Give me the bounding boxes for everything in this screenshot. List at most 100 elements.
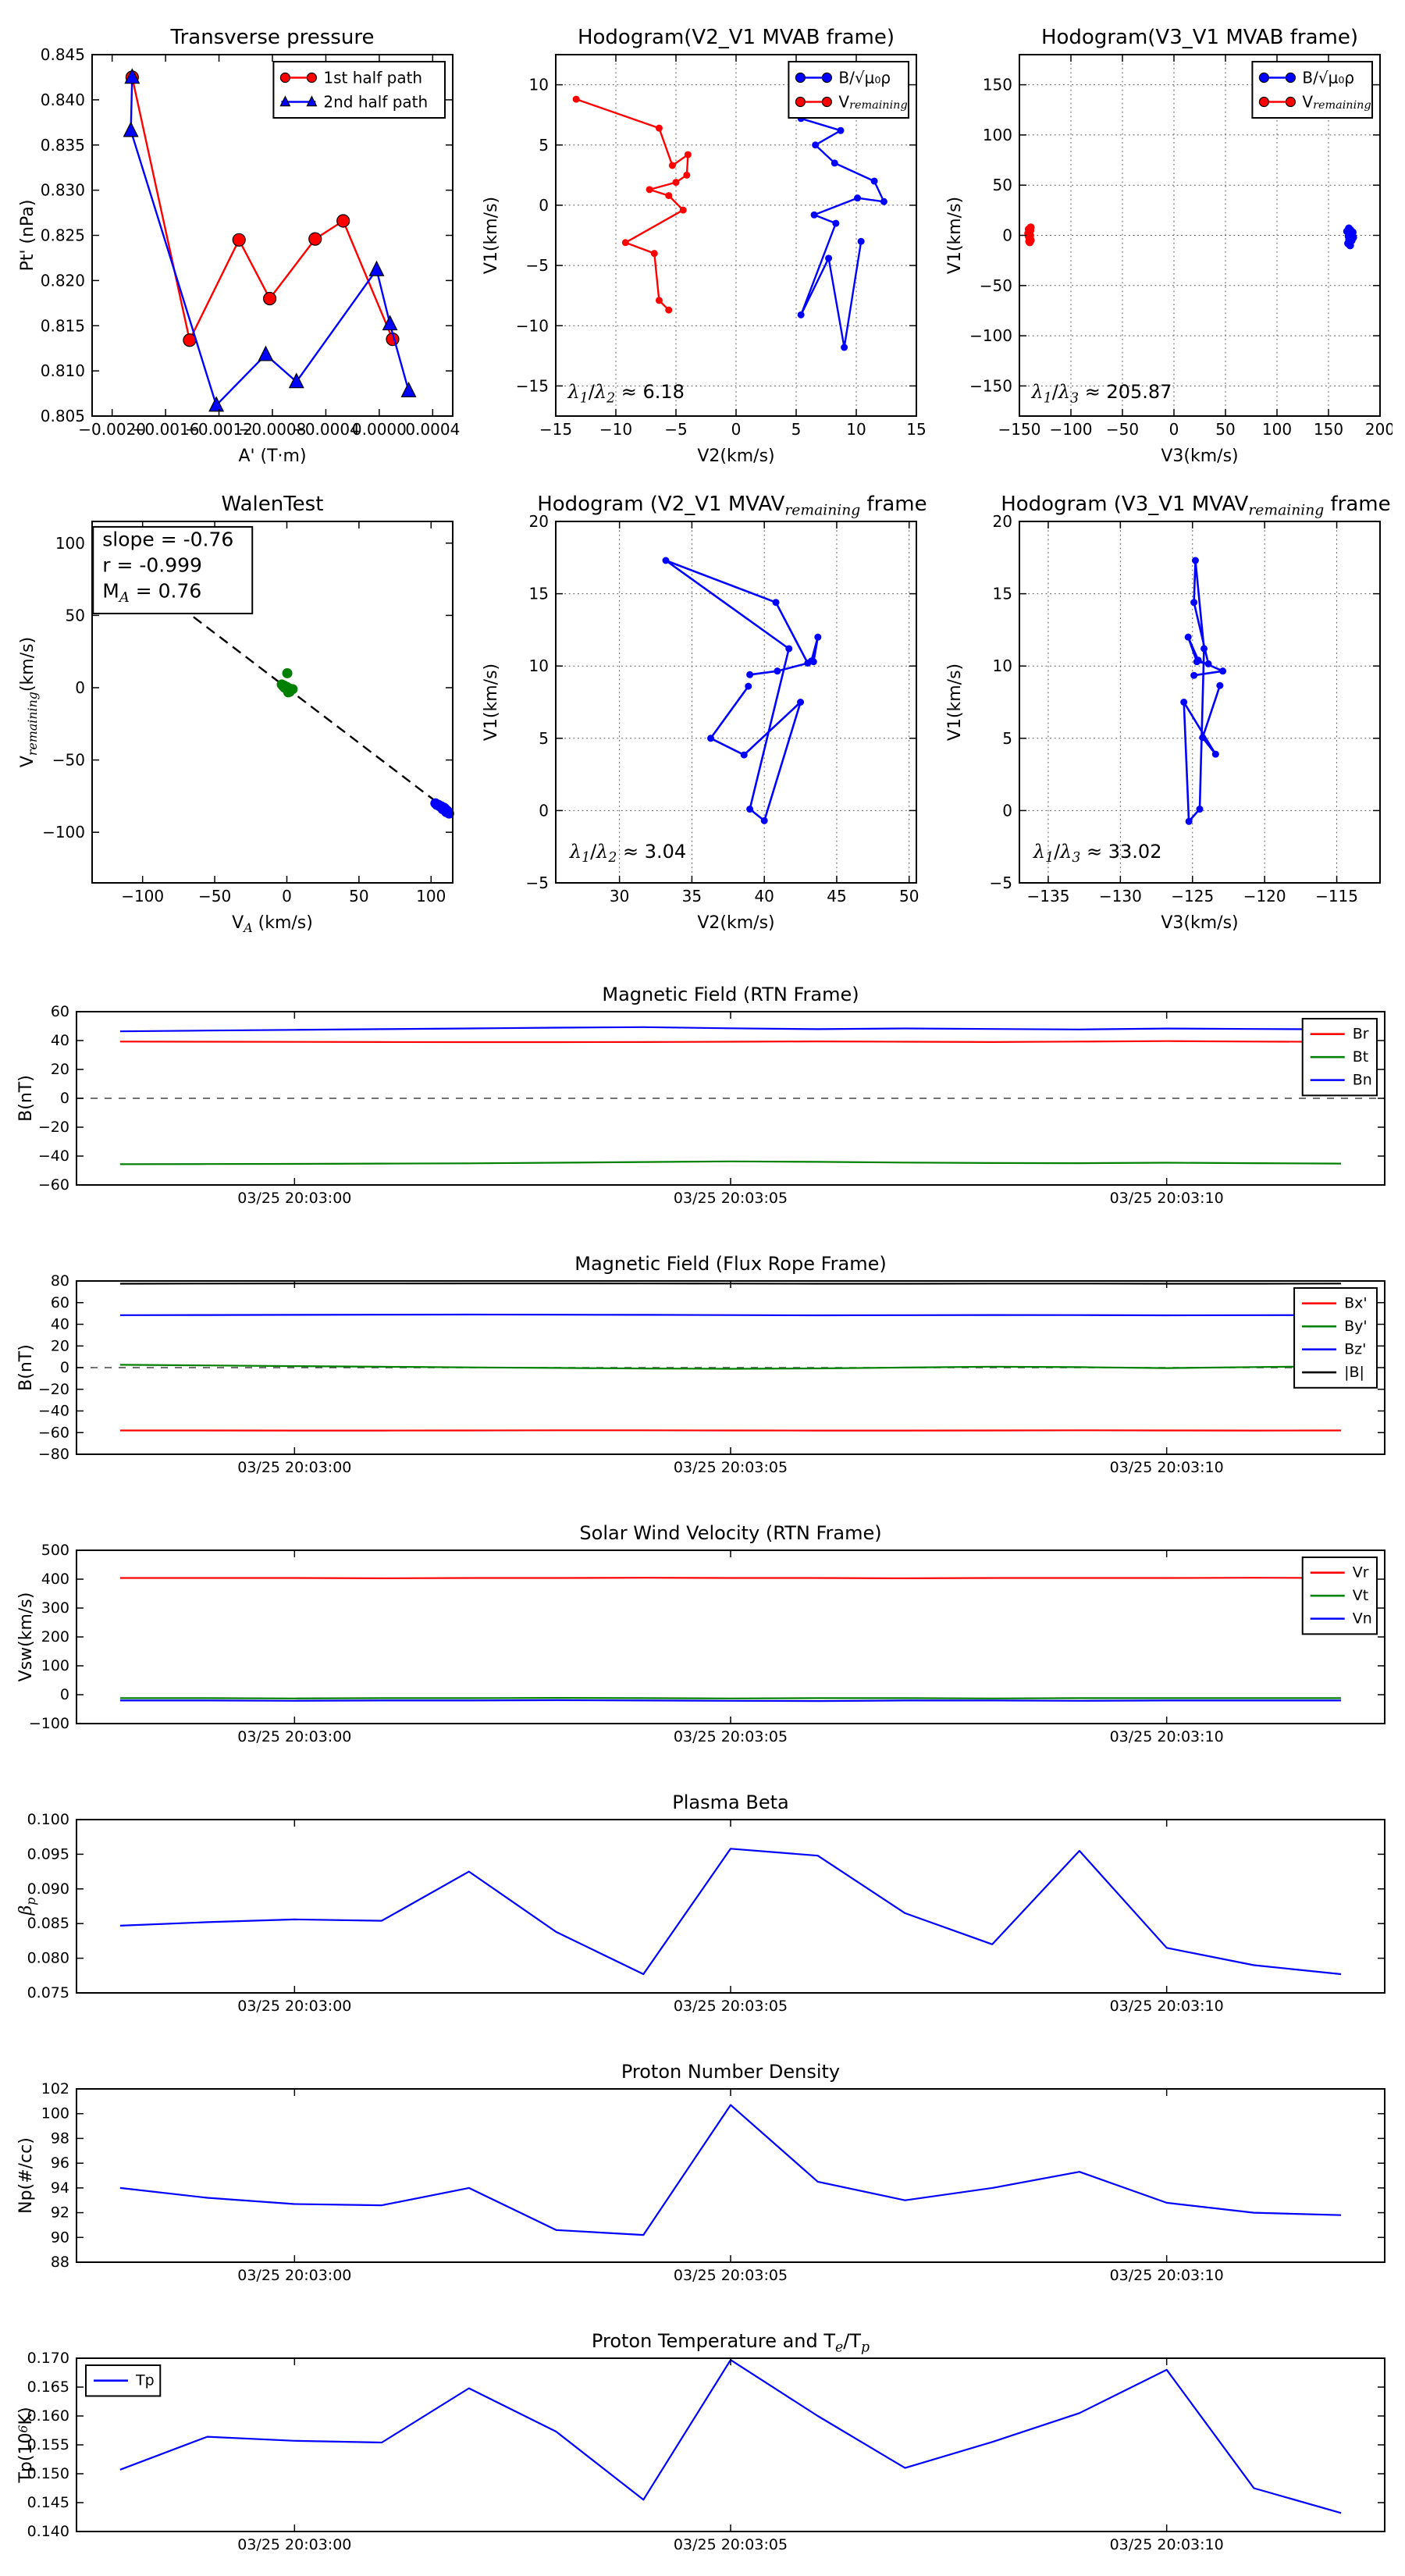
svg-text:400: 400 xyxy=(41,1571,69,1588)
svg-text:80: 80 xyxy=(51,1272,69,1290)
svg-text:V1(km/s): V1(km/s) xyxy=(482,197,501,274)
svg-text:Bt: Bt xyxy=(1353,1048,1368,1066)
svg-text:−0.0016: −0.0016 xyxy=(132,420,200,439)
svg-text:0: 0 xyxy=(60,1359,69,1376)
svg-text:03/25 20:03:05: 03/25 20:03:05 xyxy=(674,2536,788,2553)
svg-text:B/√μ₀ρ: B/√μ₀ρ xyxy=(1302,69,1354,87)
svg-text:Hodogram (V3_V1 MVAVremaining: Hodogram (V3_V1 MVAVremaining frame) xyxy=(1001,493,1393,519)
svg-text:03/25 20:03:05: 03/25 20:03:05 xyxy=(674,1728,788,1745)
svg-text:5: 5 xyxy=(1002,729,1012,748)
svg-text:90: 90 xyxy=(51,2229,69,2246)
svg-text:5: 5 xyxy=(539,729,549,748)
transverse-pressure-chart: −0.0020 −0.0016 −0.0012 −0.0008 −0.0004 0.000… xyxy=(14,14,465,479)
svg-text:200: 200 xyxy=(1365,420,1393,439)
svg-text:−50: −50 xyxy=(198,887,231,906)
svg-text:03/25 20:03:10: 03/25 20:03:10 xyxy=(1110,1728,1224,1745)
svg-text:0.085: 0.085 xyxy=(27,1915,69,1932)
svg-text:03/25 20:03:00: 03/25 20:03:00 xyxy=(237,1190,351,1207)
svg-text:Np(#/cc): Np(#/cc) xyxy=(16,2137,36,2214)
svg-text:V2(km/s): V2(km/s) xyxy=(697,913,774,933)
svg-text:03/25 20:03:10: 03/25 20:03:10 xyxy=(1110,1459,1224,1476)
svg-text:−5: −5 xyxy=(990,873,1012,892)
svg-text:Bn: Bn xyxy=(1353,1072,1372,1089)
svg-text:10: 10 xyxy=(529,656,549,675)
svg-text:−50: −50 xyxy=(1106,420,1139,439)
svg-text:0: 0 xyxy=(539,196,549,215)
svg-text:Vn: Vn xyxy=(1353,1610,1372,1628)
magnetic-field-rtn-chart: 03/25 20:03:00 03/25 20:03:05 03/25 20:03:… xyxy=(14,977,1393,1229)
svg-text:40: 40 xyxy=(51,1316,69,1333)
svg-text:0.815: 0.815 xyxy=(41,316,85,335)
svg-text:By': By' xyxy=(1344,1318,1368,1335)
svg-text:0.090: 0.090 xyxy=(27,1880,69,1898)
svg-text:50: 50 xyxy=(349,887,368,906)
svg-text:0: 0 xyxy=(1002,801,1012,820)
svg-text:Pt' (nPa): Pt' (nPa) xyxy=(18,200,37,272)
svg-text:B/√μ₀ρ: B/√μ₀ρ xyxy=(838,69,891,87)
svg-text:VA (km/s): VA (km/s) xyxy=(232,913,313,935)
plasma-beta-chart: 03/25 20:03:00 03/25 20:03:05 03/25 20:03:… xyxy=(14,1785,1393,2037)
svg-text:Plasma Beta: Plasma Beta xyxy=(672,1791,788,1813)
svg-text:−80: −80 xyxy=(38,1446,69,1463)
proton-temperature-chart: 03/25 20:03:00 03/25 20:03:05 03/25 20:03:… xyxy=(14,2324,1393,2575)
svg-text:40: 40 xyxy=(754,887,774,906)
svg-text:0: 0 xyxy=(60,1686,69,1703)
svg-text:100: 100 xyxy=(55,534,85,553)
svg-text:0: 0 xyxy=(539,801,549,820)
svg-text:100: 100 xyxy=(983,126,1012,144)
svg-text:−15: −15 xyxy=(539,420,572,439)
svg-text:B(nT): B(nT) xyxy=(16,1344,36,1391)
svg-text:0: 0 xyxy=(731,420,742,439)
svg-text:0.825: 0.825 xyxy=(41,226,85,245)
svg-text:03/25 20:03:00: 03/25 20:03:00 xyxy=(237,1998,351,2015)
hodogram-v3v1-mvab-chart: −150 −100 −50 0 50 100 150 200 −150 −100 −50 0 50 100… xyxy=(941,14,1393,479)
svg-text:Proton Temperature and Te/Tp: Proton Temperature and Te/Tp xyxy=(592,2330,870,2355)
svg-text:10: 10 xyxy=(846,420,866,439)
svg-text:−125: −125 xyxy=(1171,887,1214,906)
svg-text:−150: −150 xyxy=(969,376,1012,395)
svg-text:20: 20 xyxy=(529,512,549,531)
svg-text:Bz': Bz' xyxy=(1344,1341,1366,1358)
svg-text:0.145: 0.145 xyxy=(27,2494,69,2511)
svg-text:−0.0012: −0.0012 xyxy=(185,420,253,439)
svg-text:−50: −50 xyxy=(52,751,85,770)
walen-test-chart: −100 −50 0 50 100 −100 −50 0 50 100 WalenTest VA (k… xyxy=(14,481,465,945)
svg-text:V2(km/s): V2(km/s) xyxy=(697,447,774,466)
svg-text:−60: −60 xyxy=(38,1424,69,1441)
svg-text:−15: −15 xyxy=(516,376,549,395)
svg-text:0.830: 0.830 xyxy=(41,181,85,200)
svg-text:A' (T·m): A' (T·m) xyxy=(238,447,306,466)
svg-text:0.160: 0.160 xyxy=(27,2407,69,2425)
svg-text:−130: −130 xyxy=(1099,887,1142,906)
svg-text:Bx': Bx' xyxy=(1344,1295,1368,1312)
svg-text:50: 50 xyxy=(993,176,1012,194)
svg-text:500: 500 xyxy=(41,1542,69,1559)
svg-text:V3(km/s): V3(km/s) xyxy=(1161,447,1238,466)
svg-text:Br: Br xyxy=(1353,1026,1369,1043)
svg-text:0: 0 xyxy=(1169,420,1179,439)
svg-text:94: 94 xyxy=(51,2179,69,2197)
svg-text:10: 10 xyxy=(529,76,549,94)
svg-text:200: 200 xyxy=(41,1628,69,1646)
svg-text:03/25 20:03:10: 03/25 20:03:10 xyxy=(1110,1190,1224,1207)
svg-text:slope = -0.76: slope = -0.76 xyxy=(102,528,233,550)
svg-text:2nd half path: 2nd half path xyxy=(323,93,428,112)
svg-text:100: 100 xyxy=(1262,420,1292,439)
svg-text:5: 5 xyxy=(539,136,549,155)
svg-text:Vr: Vr xyxy=(1353,1564,1369,1582)
svg-text:−40: −40 xyxy=(38,1403,69,1420)
svg-text:03/25 20:03:10: 03/25 20:03:10 xyxy=(1110,1998,1224,2015)
svg-text:60: 60 xyxy=(51,1003,69,1020)
svg-text:0: 0 xyxy=(60,1090,69,1107)
svg-text:03/25 20:03:00: 03/25 20:03:00 xyxy=(237,2536,351,2553)
svg-text:−60: −60 xyxy=(38,1176,69,1194)
svg-text:−100: −100 xyxy=(29,1715,69,1732)
svg-text:96: 96 xyxy=(51,2154,69,2172)
svg-text:−5: −5 xyxy=(526,873,549,892)
svg-text:03/25 20:03:05: 03/25 20:03:05 xyxy=(674,1459,788,1476)
svg-text:−5: −5 xyxy=(526,256,549,275)
svg-text:Vremaining(km/s): Vremaining(km/s) xyxy=(18,637,40,767)
svg-text:100: 100 xyxy=(41,1657,69,1674)
svg-text:B(nT): B(nT) xyxy=(16,1075,36,1122)
